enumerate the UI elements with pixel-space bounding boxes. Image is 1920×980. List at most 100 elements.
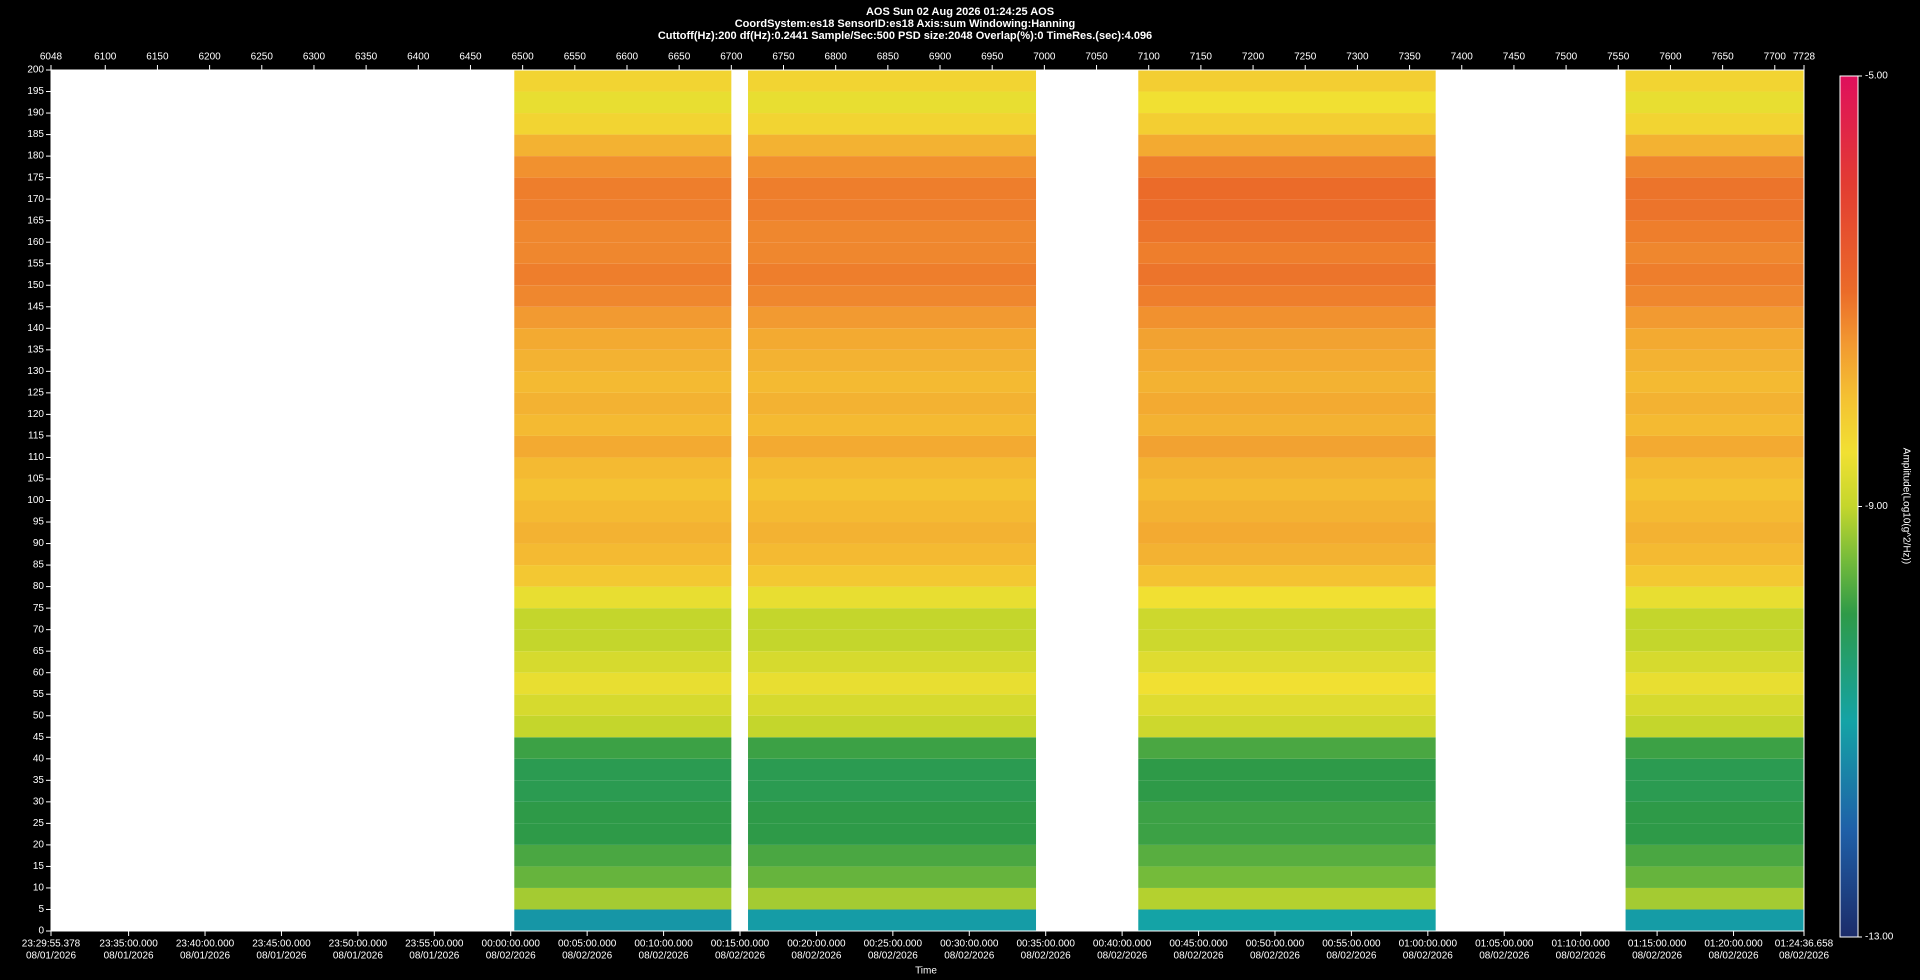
time-tick-date: 08/01/2026 xyxy=(180,951,230,962)
heatmap-cell xyxy=(1625,500,1804,523)
x-tick-label: 6550 xyxy=(564,52,587,63)
time-tick-date: 08/01/2026 xyxy=(333,951,383,962)
time-tick-date: 08/02/2026 xyxy=(562,951,612,962)
heatmap-cell xyxy=(748,220,1037,243)
x-tick-label: 6250 xyxy=(251,52,274,63)
heatmap-cell xyxy=(1625,565,1804,587)
time-tick-label: 00:15:00.000 xyxy=(711,939,770,950)
x-tick-label: 6048 xyxy=(40,52,63,63)
x-tick-label: 6350 xyxy=(355,52,378,63)
heatmap-cell xyxy=(514,586,732,609)
heatmap-cell xyxy=(748,306,1037,329)
heatmap-cell xyxy=(1625,70,1804,92)
time-tick-date: 08/02/2026 xyxy=(868,951,918,962)
heatmap-cell xyxy=(1138,823,1436,845)
heatmap-cell xyxy=(514,522,732,544)
heatmap-cell xyxy=(1138,328,1436,350)
heatmap-cell xyxy=(748,887,1037,910)
heatmap-cell xyxy=(1625,715,1804,738)
heatmap-cell xyxy=(1625,801,1804,824)
heatmap-cell xyxy=(514,306,732,329)
heatmap-cell xyxy=(1625,672,1804,695)
time-tick-date: 08/02/2026 xyxy=(486,951,536,962)
heatmap-cell xyxy=(1138,737,1436,759)
time-tick-label: 23:29:55.378 xyxy=(22,939,81,950)
heatmap-cell xyxy=(514,887,732,910)
time-tick-date: 08/02/2026 xyxy=(1250,951,1300,962)
time-tick-label: 00:05:00.000 xyxy=(558,939,617,950)
heatmap-cell xyxy=(1138,113,1436,135)
y-tick-label: 0 xyxy=(38,926,44,937)
heatmap-cell xyxy=(1138,285,1436,307)
heatmap-cell xyxy=(1625,694,1804,716)
time-tick-date: 08/02/2026 xyxy=(791,951,841,962)
heatmap-cell xyxy=(748,435,1037,458)
heatmap-cell xyxy=(748,70,1037,92)
heatmap-cell xyxy=(1625,866,1804,888)
heatmap-cell xyxy=(514,801,732,824)
time-tick-label: 00:25:00.000 xyxy=(864,939,923,950)
heatmap-cell xyxy=(514,651,732,673)
time-tick-date: 08/02/2026 xyxy=(715,951,765,962)
heatmap-cell xyxy=(1138,629,1436,652)
x-tick-label: 7250 xyxy=(1294,52,1317,63)
heatmap-cell xyxy=(1138,177,1436,200)
heatmap-cell xyxy=(1138,478,1436,501)
y-tick-label: 185 xyxy=(27,129,44,140)
y-tick-label: 100 xyxy=(27,495,44,506)
heatmap-cell xyxy=(1138,586,1436,609)
heatmap-cell xyxy=(1138,758,1436,781)
heatmap-cell xyxy=(1138,909,1436,931)
heatmap-cell xyxy=(1625,478,1804,501)
heatmap-cell xyxy=(748,586,1037,609)
y-tick-label: 190 xyxy=(27,108,44,119)
heatmap-cell xyxy=(1138,672,1436,695)
y-tick-label: 45 xyxy=(33,732,45,743)
time-tick-date: 08/02/2026 xyxy=(944,951,994,962)
y-tick-label: 40 xyxy=(33,753,45,764)
heatmap-cell xyxy=(1138,91,1436,114)
heatmap-cell xyxy=(748,608,1037,630)
heatmap-cell xyxy=(748,844,1037,867)
heatmap-cell xyxy=(1138,608,1436,630)
heatmap-cell xyxy=(1625,823,1804,845)
y-tick-label: 70 xyxy=(33,624,45,635)
heatmap-cell xyxy=(1625,371,1804,393)
y-tick-label: 180 xyxy=(27,151,44,162)
y-tick-label: 110 xyxy=(28,452,44,463)
y-tick-label: 20 xyxy=(33,840,45,851)
heatmap-cell xyxy=(1625,263,1804,286)
heatmap-cell xyxy=(514,629,732,652)
heatmap-cell xyxy=(748,199,1037,221)
heatmap-cell xyxy=(514,844,732,867)
time-tick-date: 08/02/2026 xyxy=(1779,951,1829,962)
heatmap-cell xyxy=(514,177,732,200)
heatmap-cell xyxy=(514,672,732,695)
x-tick-label: 7700 xyxy=(1764,52,1787,63)
heatmap-cell xyxy=(1138,306,1436,329)
x-tick-label: 6400 xyxy=(407,52,430,63)
heatmap-cell xyxy=(1138,522,1436,544)
x-tick-label: 7650 xyxy=(1711,52,1734,63)
heatmap-cell xyxy=(1625,887,1804,910)
heatmap-cell xyxy=(748,285,1037,307)
x-tick-label: 6900 xyxy=(929,52,952,63)
time-tick-date: 08/01/2026 xyxy=(256,951,306,962)
heatmap-cell xyxy=(1625,414,1804,436)
time-tick-date: 08/02/2026 xyxy=(1097,951,1147,962)
time-tick-date: 08/02/2026 xyxy=(1479,951,1529,962)
heatmap-cell xyxy=(748,134,1037,157)
heatmap-cell xyxy=(514,866,732,888)
heatmap-cell xyxy=(1625,306,1804,329)
heatmap-cell xyxy=(1625,651,1804,673)
y-tick-label: 145 xyxy=(27,301,44,312)
heatmap-cell xyxy=(1138,371,1436,393)
time-tick-label: 01:00:00.000 xyxy=(1399,939,1458,950)
heatmap-cell xyxy=(514,909,732,931)
heatmap-cell xyxy=(748,823,1037,845)
x-tick-label: 6650 xyxy=(668,52,691,63)
heatmap-cell xyxy=(748,478,1037,501)
colorbar-tick-label: -13.00 xyxy=(1865,932,1894,943)
heatmap-cell xyxy=(748,801,1037,824)
